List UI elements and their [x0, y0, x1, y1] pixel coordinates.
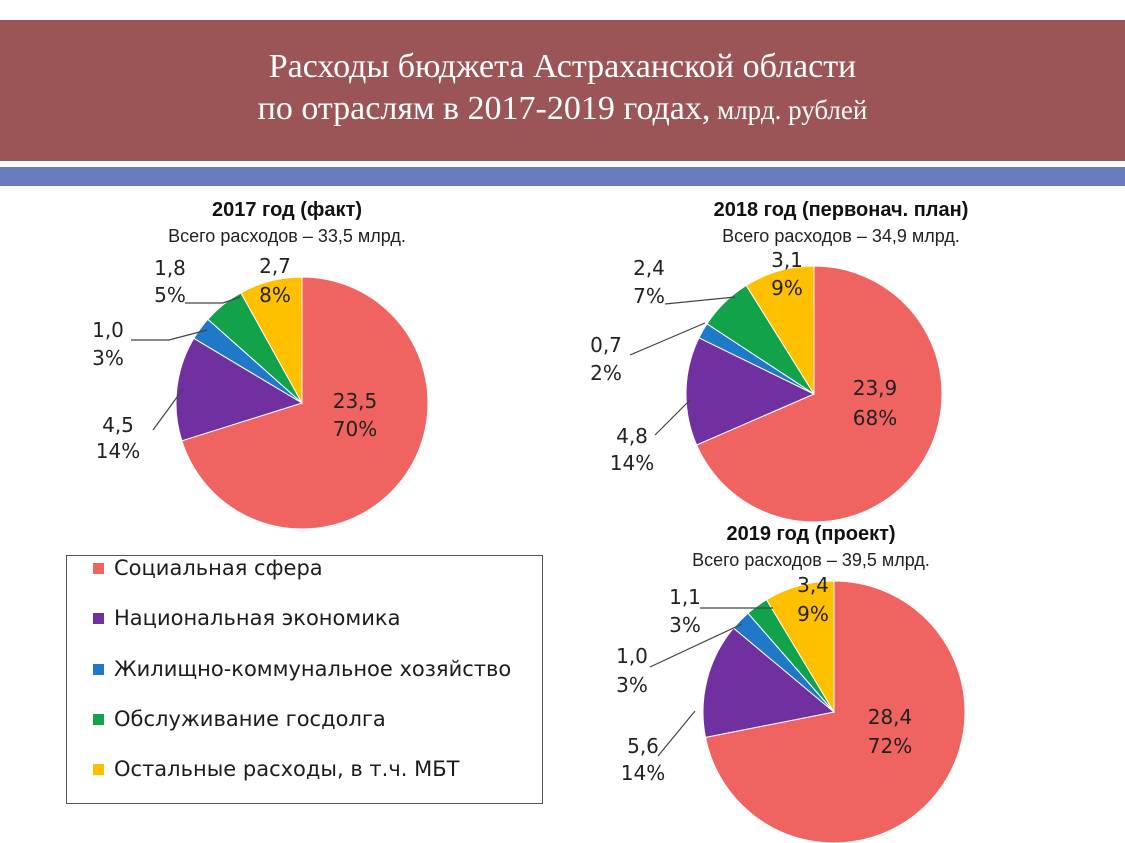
- pie-1-slice-other: [240, 276, 303, 405]
- pie-1-slice-social: [181, 276, 429, 530]
- header-divider: [0, 161, 1125, 167]
- pie-2-social-value-label: 23,9: [853, 376, 898, 400]
- legend-label-economy: Национальная экономика: [114, 606, 401, 630]
- slide-title-line1: Расходы бюджета Астраханской области: [268, 48, 857, 85]
- pie-2-housing-value-label: 0,7: [590, 333, 622, 357]
- pie-2-title: 2018 год (первонач. план): [714, 199, 969, 221]
- pie-2-slice-social: [695, 265, 943, 523]
- legend-swatch-debt: [93, 713, 104, 725]
- pie-2-slice-economy: [685, 337, 816, 446]
- legend-swatch-social: [93, 562, 104, 574]
- pie-3-social-value-label: 28,4: [868, 705, 913, 729]
- pie-3-slice-economy: [702, 627, 836, 738]
- pie-2-other-percent-label: 9%: [771, 276, 803, 300]
- pie-3-debt-percent-label: 3%: [669, 613, 701, 637]
- legend-item-other: Остальные расходы, в т.ч. МБТ: [93, 756, 459, 782]
- pie-1-housing-leader-line: [131, 329, 208, 341]
- pie-1-economy-percent-label: 14%: [96, 439, 140, 463]
- header-accent-band: [0, 167, 1125, 186]
- pie-2-slice-other: [745, 265, 815, 396]
- pie-2-housing-percent-label: 2%: [590, 361, 622, 385]
- pie-3-slice-other: [765, 580, 835, 714]
- legend-label-social: Социальная сфера: [114, 556, 323, 580]
- pie-3-debt-value-label: 1,1: [669, 585, 701, 609]
- pie-2-economy-value-label: 4,8: [616, 424, 648, 448]
- pie-2-other-value-label: 3,1: [771, 248, 803, 272]
- pie-1-other-percent-label: 8%: [259, 283, 291, 307]
- pie-1-title: 2017 год (факт): [212, 199, 362, 221]
- pie-3-slice-social: [704, 580, 966, 843]
- pie-3-title: 2019 год (проект): [726, 523, 895, 545]
- pie-1-debt-value-label: 1,8: [154, 256, 186, 280]
- legend-item-debt: Обслуживание госдолга: [93, 706, 386, 732]
- legend-item-social: Социальная сфера: [93, 555, 323, 581]
- pie-2-subtitle: Всего расходов – 34,9 млрд.: [722, 226, 960, 246]
- pie-1-housing-value-label: 1,0: [92, 318, 124, 342]
- pie-3-economy-value-label: 5,6: [627, 734, 659, 758]
- slide-title-unit: млрд. рублей: [710, 95, 868, 125]
- pie-3-economy-leader-line: [657, 710, 696, 757]
- legend-swatch-other: [93, 763, 104, 775]
- pie-2-debt-percent-label: 7%: [633, 284, 665, 308]
- legend-swatch-housing: [93, 663, 104, 675]
- pie-1-other-value-label: 2,7: [259, 254, 291, 278]
- pie-3-housing-value-label: 1,0: [616, 644, 648, 668]
- pie-1-economy-leader-line: [152, 388, 184, 431]
- legend: Социальная сфера Национальная экономика …: [66, 555, 543, 804]
- slide-title-line2: по отраслям в 2017-2019 годах, млрд. руб…: [258, 90, 868, 127]
- pie-2-economy-percent-label: 14%: [610, 451, 654, 475]
- pie-1-housing-percent-label: 3%: [92, 346, 124, 370]
- slide-title-line2-main: по отраслям в 2017-2019 годах,: [257, 90, 711, 127]
- pie-3-housing-leader-line: [649, 623, 743, 668]
- legend-label-housing: Жилищно-коммунальное хозяйство: [114, 657, 512, 681]
- pie-3-other-value-label: 3,4: [797, 573, 829, 597]
- pie-1-subtitle: Всего расходов – 33,5 млрд.: [168, 226, 406, 246]
- pie-1-social-percent-label: 70%: [333, 417, 377, 441]
- pie-2-debt-leader-line: [664, 296, 736, 305]
- pie-1-debt-leader-line: [185, 296, 241, 304]
- legend-label-other: Остальные расходы, в т.ч. МБТ: [114, 757, 460, 781]
- pie-1-debt-percent-label: 5%: [154, 283, 186, 307]
- legend-item-economy: Национальная экономика: [93, 605, 400, 631]
- pie-2-social-percent-label: 68%: [853, 406, 897, 430]
- pie-2-housing-leader-line: [629, 322, 706, 356]
- pie-3-other-percent-label: 9%: [797, 602, 829, 626]
- pie-1-economy-value-label: 4,5: [102, 413, 134, 437]
- pie-1-slice-economy: [175, 337, 304, 442]
- legend-label-debt: Обслуживание госдолга: [114, 707, 386, 731]
- pie-2-economy-leader-line: [654, 399, 691, 436]
- pie-2-debt-value-label: 2,4: [633, 256, 665, 280]
- legend-swatch-economy: [93, 612, 104, 624]
- pie-3-subtitle: Всего расходов – 39,5 млрд.: [692, 550, 930, 570]
- legend-item-housing: Жилищно-коммунальное хозяйство: [93, 656, 511, 682]
- pie-1-social-value-label: 23,5: [333, 389, 378, 413]
- pie-3-economy-percent-label: 14%: [621, 761, 665, 785]
- pie-3-social-percent-label: 72%: [868, 734, 912, 758]
- pie-3-housing-percent-label: 3%: [616, 673, 648, 697]
- slide-header: Расходы бюджета Астраханской области по …: [0, 20, 1125, 161]
